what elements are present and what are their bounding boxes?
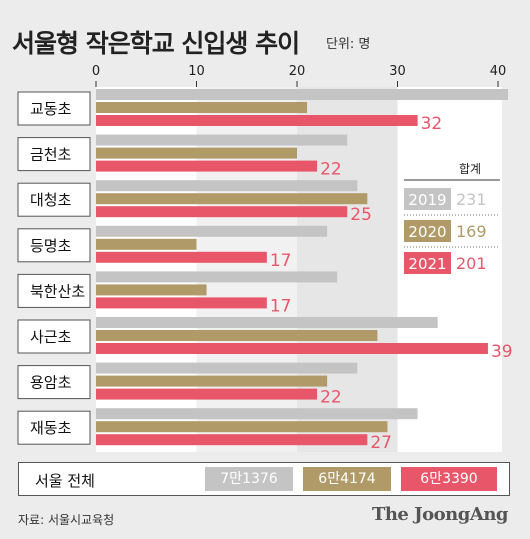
category-label-box bbox=[17, 91, 91, 126]
data-label-2021: 17 bbox=[270, 251, 292, 271]
legend-swatch-2021 bbox=[404, 252, 451, 274]
bar-2021 bbox=[96, 251, 267, 263]
legend-year: 2019 bbox=[408, 191, 446, 209]
bar-2020 bbox=[96, 147, 297, 159]
category-label: 재동초 bbox=[30, 419, 72, 437]
bar-2019 bbox=[96, 317, 438, 328]
category-label-box bbox=[17, 273, 91, 308]
data-label-2021: 39 bbox=[491, 342, 513, 362]
legend-total: 231 bbox=[456, 190, 487, 209]
chart-title: 서울형 작은학교 신입생 추이 bbox=[12, 29, 300, 58]
category-label-box bbox=[17, 410, 91, 445]
bar-2019 bbox=[96, 408, 418, 420]
category-label: 금천초 bbox=[30, 146, 72, 164]
unit-label: 단위: 명 bbox=[326, 37, 371, 52]
publisher-logo: The JoongAng bbox=[371, 504, 509, 525]
bar-2021 bbox=[96, 434, 368, 446]
seoul-total-label: 서울 전체 bbox=[35, 472, 95, 490]
bar-2019 bbox=[96, 362, 358, 374]
legend-header: 합계 bbox=[459, 162, 481, 176]
category-label: 사근초 bbox=[30, 328, 72, 346]
category-label-box bbox=[17, 182, 91, 217]
bar-2020 bbox=[96, 238, 197, 250]
category-label: 대청초 bbox=[30, 191, 72, 209]
data-label-2021: 17 bbox=[270, 296, 292, 316]
legend-swatch-2019 bbox=[404, 188, 451, 210]
bar-2021 bbox=[96, 160, 318, 172]
category-label-box bbox=[17, 319, 91, 354]
legend-year: 2020 bbox=[408, 223, 446, 241]
legend-year: 2021 bbox=[408, 255, 446, 273]
category-label: 교동초 bbox=[30, 100, 72, 118]
bar-2021 bbox=[96, 115, 418, 126]
bar-2021 bbox=[96, 297, 267, 309]
x-tick-label: 20 bbox=[289, 64, 306, 79]
bar-2020 bbox=[96, 330, 378, 341]
x-tick-label: 30 bbox=[389, 64, 406, 79]
bar-2020 bbox=[96, 193, 368, 205]
total-2020-pill: 6만4174 bbox=[303, 467, 391, 491]
bar-2021 bbox=[96, 388, 318, 400]
category-label: 등명초 bbox=[30, 237, 72, 255]
bar-2019 bbox=[96, 134, 348, 146]
source-note: 자료: 서울시교육청 bbox=[18, 513, 115, 527]
data-label-2021: 22 bbox=[320, 388, 342, 408]
data-label-2021: 32 bbox=[421, 114, 443, 134]
category-label-box bbox=[17, 137, 91, 172]
bar-2019 bbox=[96, 180, 358, 192]
bar-chart: 0 10 20 30 40 교동초 32 금천초 22 대청초 25 등명초 17 북한산초 17 사근초 39… bbox=[17, 64, 513, 453]
category-label: 북한산초 bbox=[30, 282, 85, 300]
x-tick-label: 40 bbox=[490, 64, 507, 79]
legend-total: 169 bbox=[456, 222, 487, 241]
bar-2020 bbox=[96, 375, 328, 387]
bar-2019 bbox=[96, 225, 328, 237]
data-label-2021: 22 bbox=[320, 160, 342, 180]
total-2019-pill: 7만1376 bbox=[205, 467, 293, 491]
category-label-box bbox=[17, 228, 91, 263]
seoul-total-box: 서울 전체 7만1376 6만4174 6만3390 bbox=[18, 462, 510, 496]
bar-2021 bbox=[96, 206, 348, 218]
data-label-2021: 27 bbox=[370, 433, 392, 453]
x-tick-label: 0 bbox=[92, 64, 100, 79]
bar-2019 bbox=[96, 89, 509, 100]
data-label-2021: 25 bbox=[350, 205, 372, 225]
category-label-box bbox=[17, 365, 91, 400]
bar-2020 bbox=[96, 102, 308, 113]
legend-total: 201 bbox=[456, 254, 487, 273]
bar-2021 bbox=[96, 343, 488, 354]
bar-2020 bbox=[96, 284, 207, 296]
category-label: 용암초 bbox=[30, 374, 72, 392]
bar-2019 bbox=[96, 271, 338, 283]
bar-2020 bbox=[96, 421, 388, 433]
legend-swatch-2020 bbox=[404, 220, 451, 242]
total-2021-pill: 6만3390 bbox=[401, 467, 497, 491]
x-tick-label: 10 bbox=[188, 64, 205, 79]
